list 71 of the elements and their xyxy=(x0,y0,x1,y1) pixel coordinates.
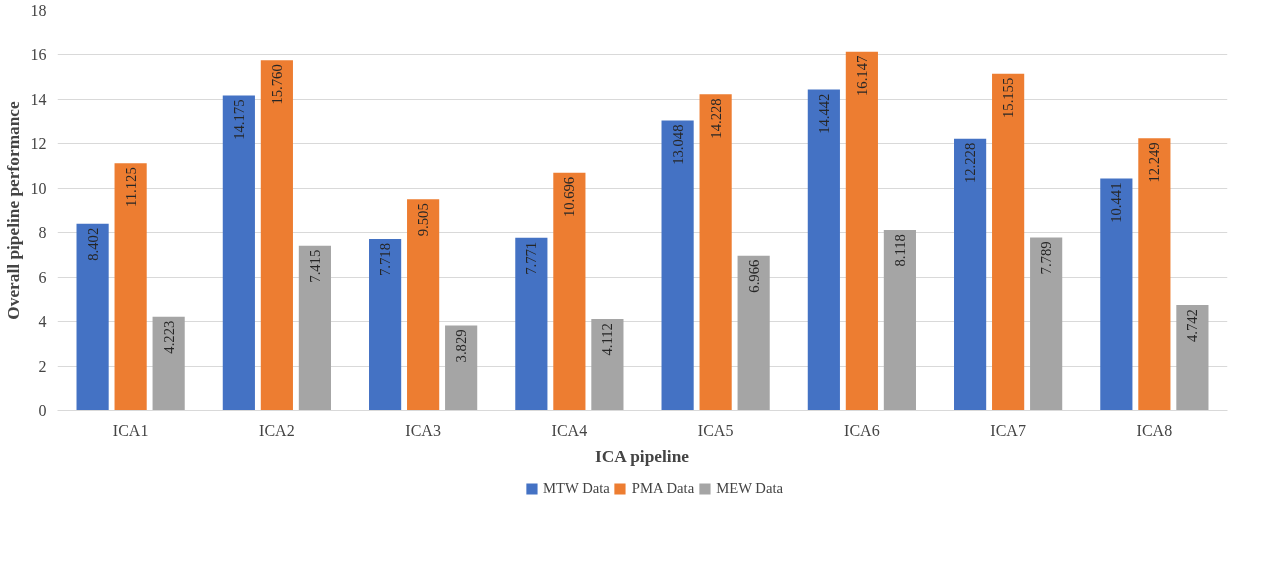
x-tick-label: ICA1 xyxy=(112,421,149,439)
data-label: 14.175 xyxy=(230,99,247,140)
data-label: 3.829 xyxy=(453,329,470,363)
y-tick-label: 16 xyxy=(30,46,47,64)
data-label: 14.442 xyxy=(815,93,832,134)
data-label: 15.760 xyxy=(268,64,285,105)
data-label: 10.441 xyxy=(1108,182,1125,223)
bar xyxy=(445,325,478,411)
x-tick-label: ICA8 xyxy=(1136,421,1173,439)
data-label: 4.112 xyxy=(599,323,616,356)
bar xyxy=(661,120,694,411)
data-label: 10.696 xyxy=(561,176,578,218)
data-label: 16.147 xyxy=(853,55,870,96)
data-label: 13.048 xyxy=(669,124,686,165)
x-tick-label: ICA3 xyxy=(405,421,441,439)
bar xyxy=(699,94,732,411)
bar xyxy=(553,172,586,411)
y-tick-label: 14 xyxy=(30,90,47,108)
bar xyxy=(954,138,987,411)
legend-label: MEW Data xyxy=(716,479,784,497)
x-tick-label: ICA7 xyxy=(990,421,1026,439)
bar xyxy=(807,89,840,411)
bar xyxy=(992,73,1025,411)
bar xyxy=(1100,178,1133,411)
bar xyxy=(737,255,770,411)
bar xyxy=(845,51,878,411)
bar xyxy=(1030,237,1063,411)
x-tick-label: ICA6 xyxy=(844,421,880,439)
data-label: 8.118 xyxy=(891,234,908,267)
bar xyxy=(591,319,624,411)
data-label: 12.249 xyxy=(1146,142,1163,183)
data-label: 4.223 xyxy=(160,320,177,354)
y-tick-label: 6 xyxy=(38,268,47,286)
y-tick-label: 0 xyxy=(38,402,47,419)
bar xyxy=(407,199,440,411)
bar xyxy=(298,245,331,411)
bar xyxy=(883,230,916,411)
bar xyxy=(1176,305,1209,411)
y-tick-label: 8 xyxy=(38,224,47,242)
data-label: 4.742 xyxy=(1184,309,1201,343)
x-tick-label: ICA4 xyxy=(551,421,588,439)
data-label: 14.228 xyxy=(707,98,724,139)
x-tick-label: ICA2 xyxy=(259,421,295,439)
data-label: 11.125 xyxy=(122,167,139,208)
data-label: 7.415 xyxy=(306,249,323,283)
y-axis-title: Overall pipeline performance xyxy=(3,100,23,320)
data-label: 8.402 xyxy=(84,227,101,261)
data-label: 7.771 xyxy=(523,241,540,275)
data-label: 7.718 xyxy=(377,242,394,276)
y-tick-label: 4 xyxy=(38,313,47,331)
data-label: 15.155 xyxy=(1000,77,1017,119)
legend-label: MTW Data xyxy=(542,479,610,497)
bar xyxy=(152,316,185,411)
data-label: 12.228 xyxy=(962,142,979,184)
bar xyxy=(114,163,147,411)
bar xyxy=(515,237,548,411)
data-label: 9.505 xyxy=(415,203,432,237)
legend-label: PMA Data xyxy=(631,479,695,497)
data-label: 6.966 xyxy=(745,259,762,293)
data-label: 7.789 xyxy=(1038,241,1055,275)
x-tick-label: ICA5 xyxy=(697,421,734,439)
y-tick-label: 18 xyxy=(30,2,47,19)
y-tick-label: 2 xyxy=(38,357,47,375)
bar xyxy=(260,60,293,411)
y-tick-label: 10 xyxy=(30,179,47,197)
y-tick-label: 12 xyxy=(30,135,47,153)
x-axis-title: ICA pipeline xyxy=(595,446,690,466)
bar xyxy=(369,238,402,411)
bar xyxy=(1138,138,1171,411)
bar xyxy=(76,223,109,411)
bar xyxy=(222,95,255,411)
